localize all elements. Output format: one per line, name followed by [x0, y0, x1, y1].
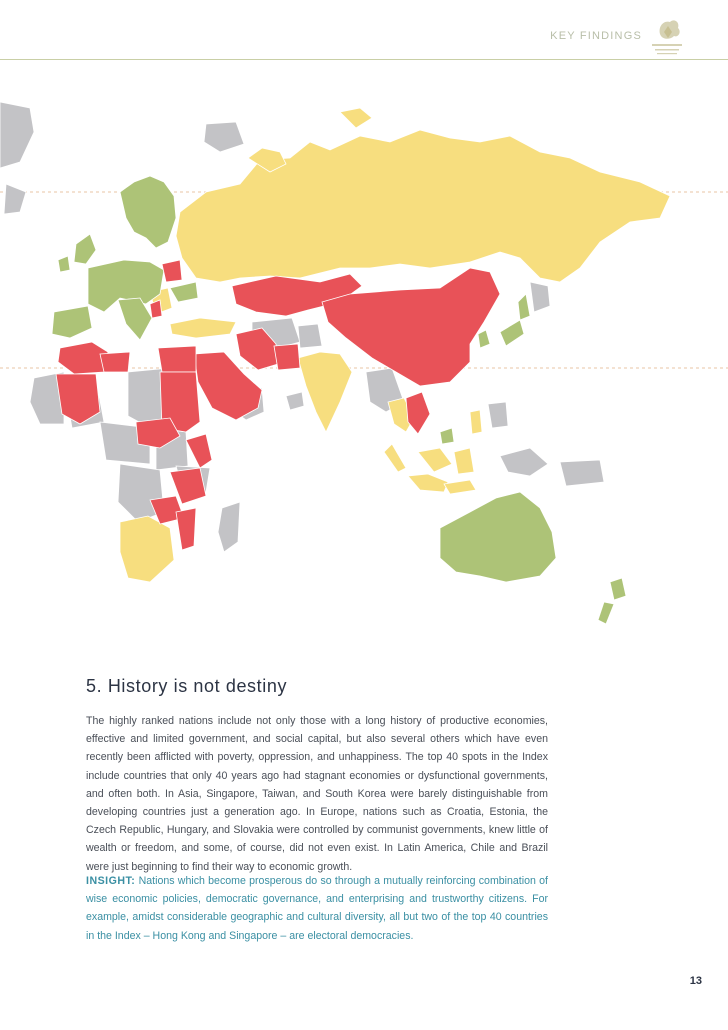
- low-regions: [55, 259, 501, 551]
- insight-label: INSIGHT:: [86, 875, 136, 887]
- insight-paragraph: INSIGHT: Nations which become prosperous…: [86, 872, 548, 945]
- world-prosperity-map: [0, 101, 728, 625]
- insight-text: Nations which become prosperous do so th…: [86, 875, 548, 942]
- header-divider: [0, 59, 728, 60]
- institute-logo: [652, 20, 682, 55]
- middle-regions: [119, 107, 671, 583]
- section-body-text: The highly ranked nations include not on…: [86, 715, 548, 873]
- section-title: 5. History is not destiny: [86, 676, 288, 696]
- prosperous-regions: [51, 175, 627, 625]
- section-header-label: KEY FINDINGS: [550, 30, 642, 42]
- page-number: 13: [689, 975, 702, 987]
